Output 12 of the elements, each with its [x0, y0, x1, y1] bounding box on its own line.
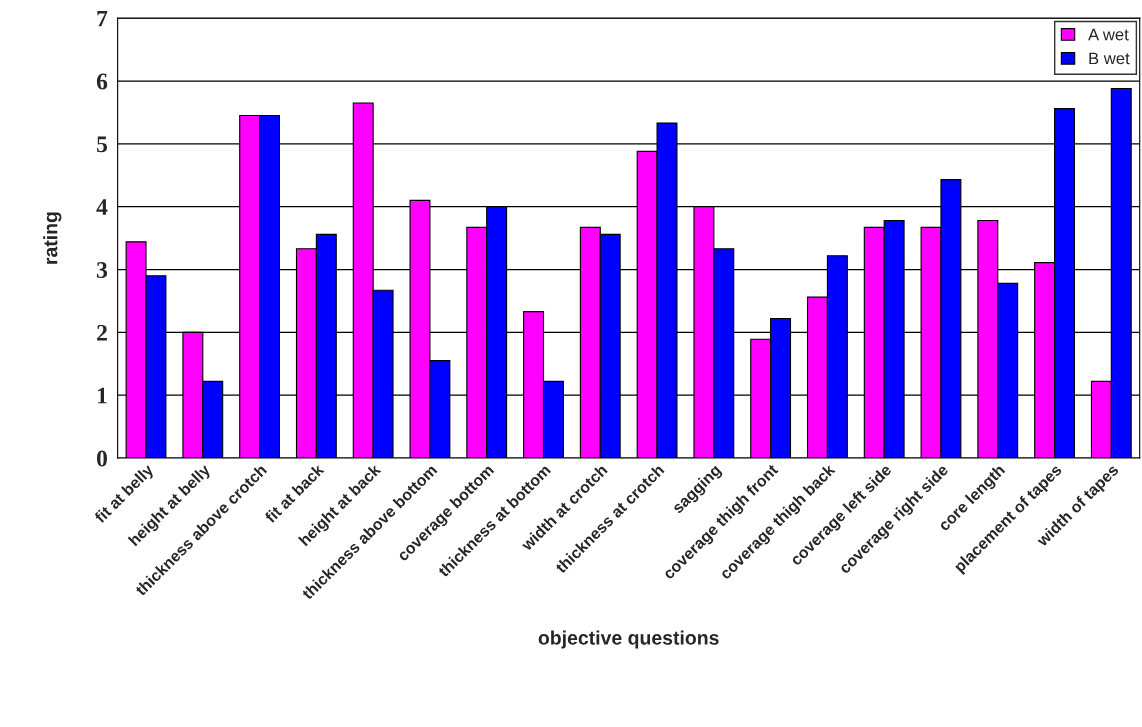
y-tick-label: 0 [97, 450, 107, 467]
legend-label: A wet [1088, 28, 1129, 41]
y-tick-label: 1 [97, 387, 107, 404]
y-tick-label: 6 [96, 73, 108, 90]
y-tick-label: 4 [96, 199, 108, 215]
y-axis-title: rating [43, 212, 62, 264]
legend-label: B wet [1089, 52, 1130, 65]
y-tick-label: 2 [97, 324, 107, 341]
y-tick-label: 7 [97, 10, 108, 27]
x-axis-title: objective questions [538, 630, 719, 649]
y-tick-label: 3 [96, 262, 108, 278]
y-tick-label: 5 [97, 136, 108, 153]
